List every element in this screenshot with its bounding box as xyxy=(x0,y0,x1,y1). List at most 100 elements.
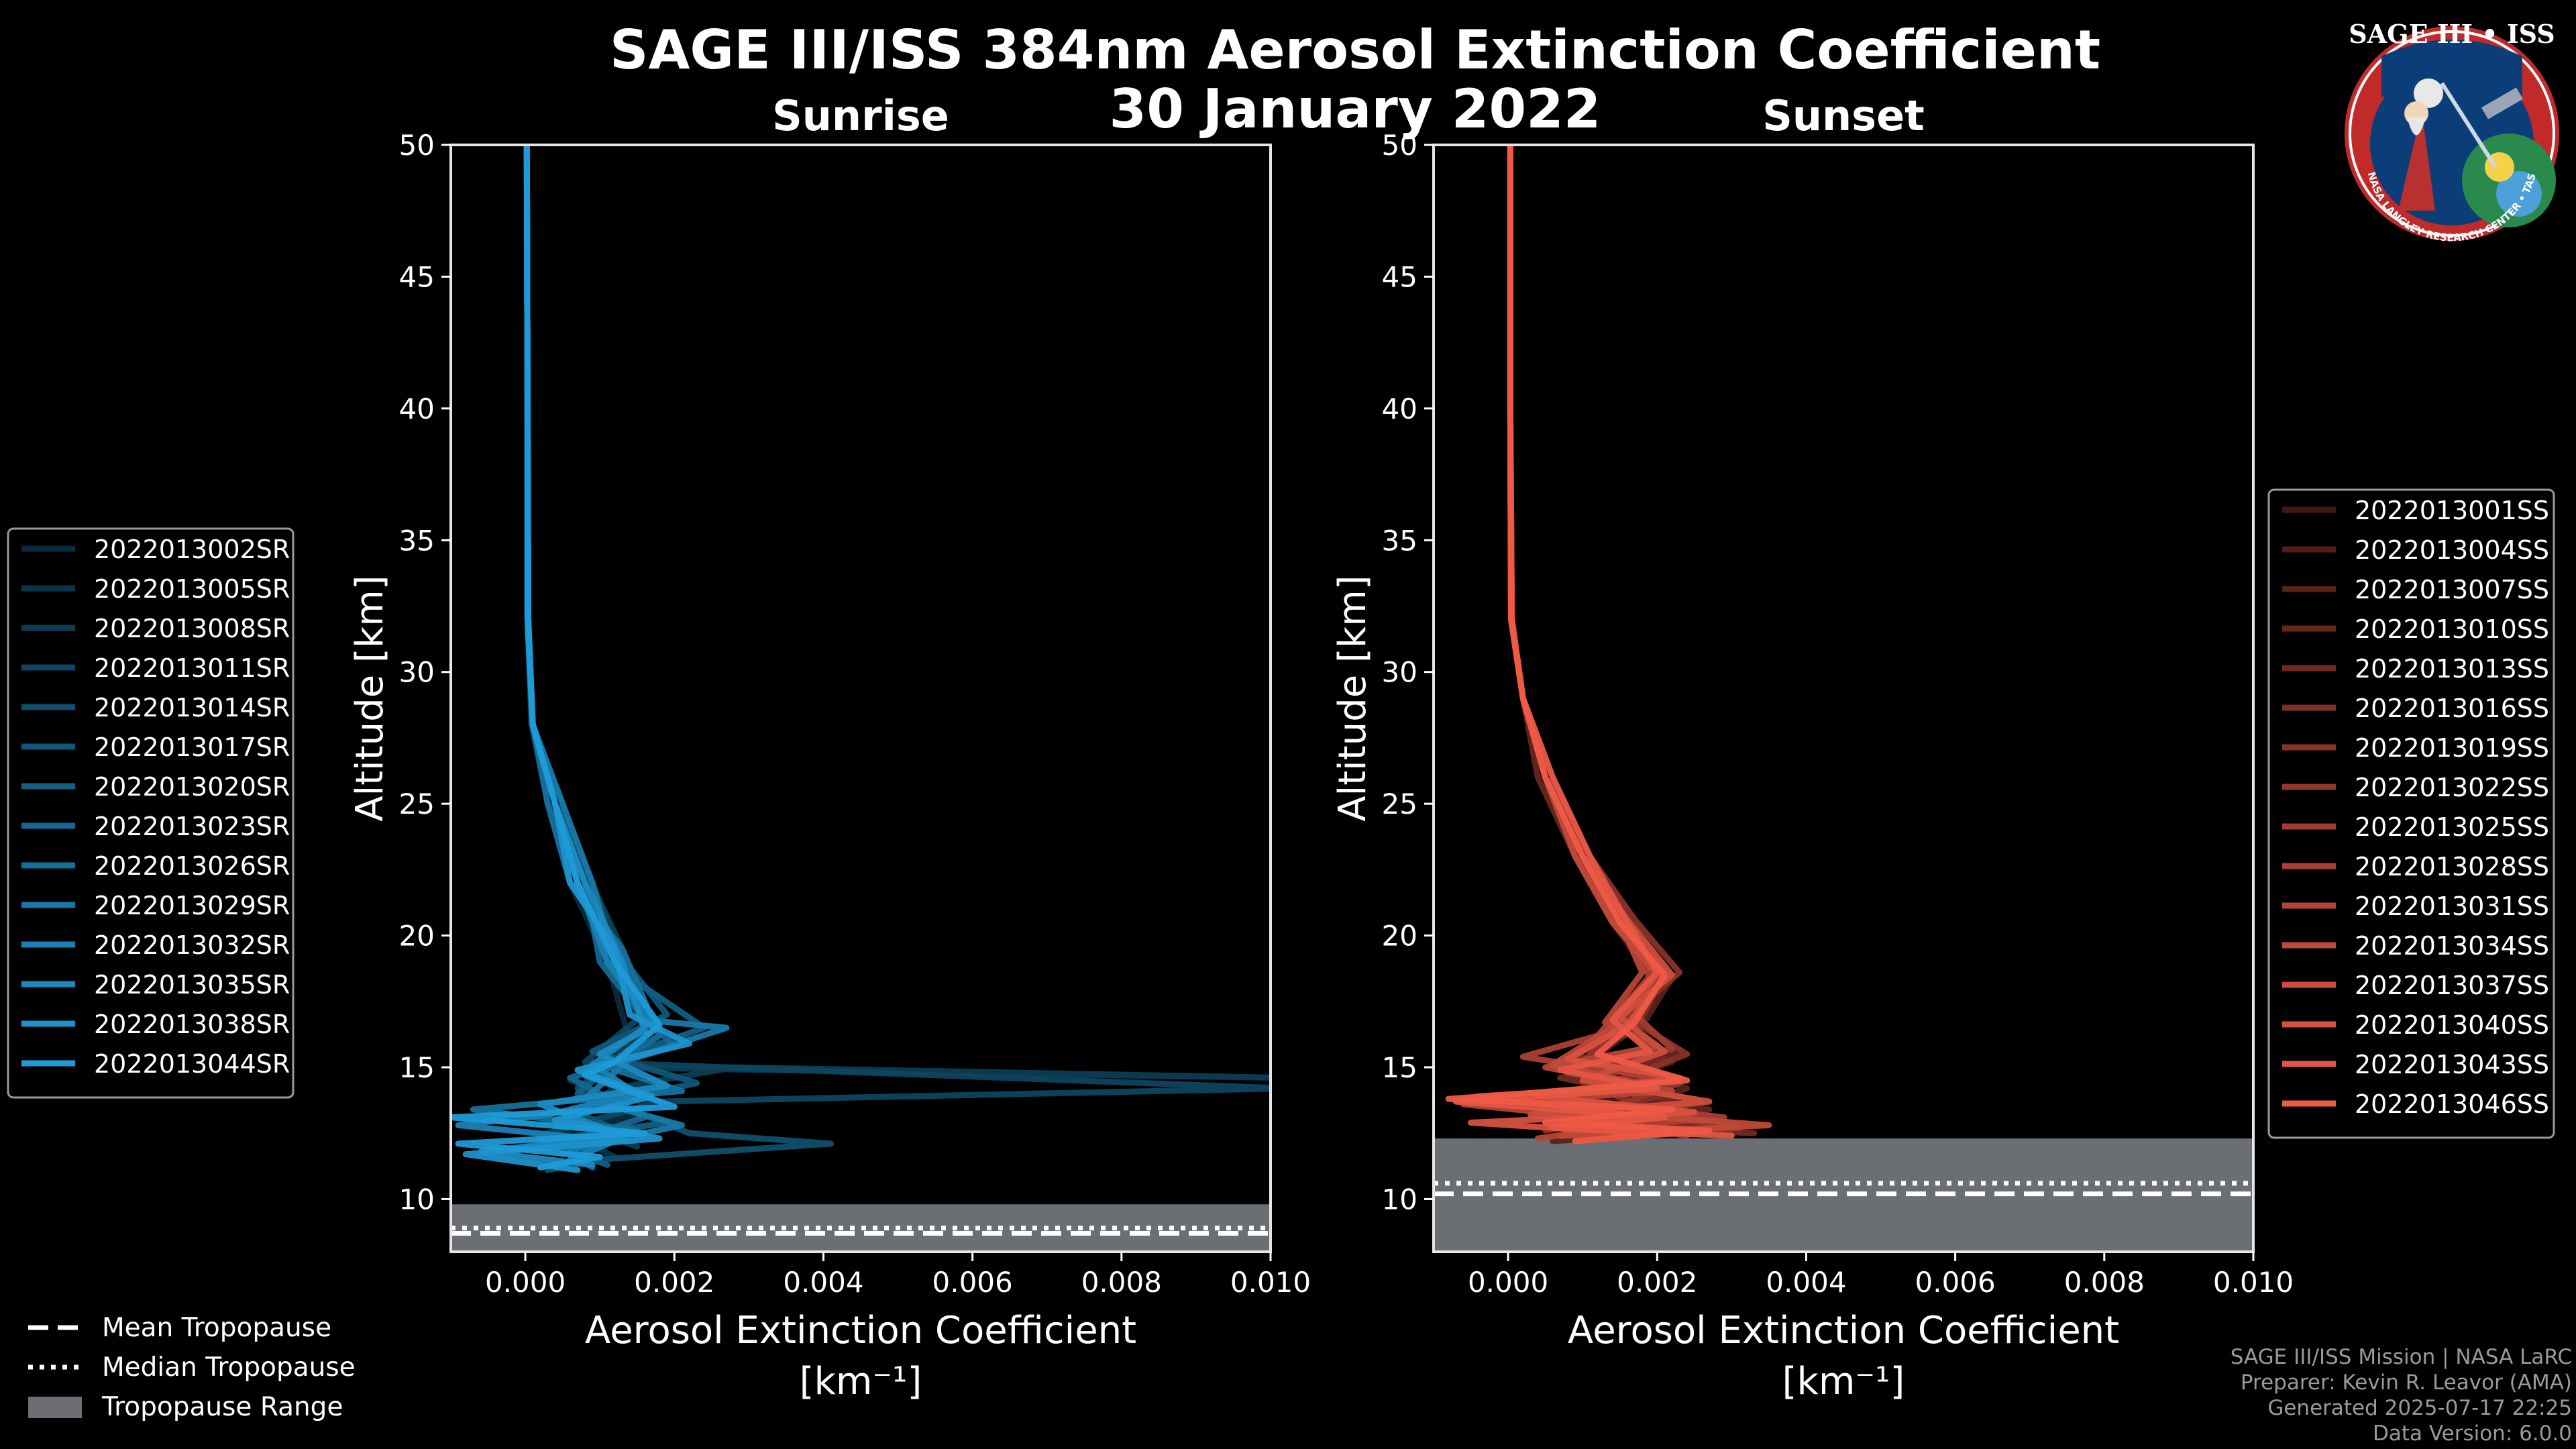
legend-label: 2022013020SR xyxy=(94,772,290,802)
series-line-2022013025SS xyxy=(1507,145,1705,1139)
legend-label: 2022013034SS xyxy=(2355,931,2549,961)
y-tick-label: 45 xyxy=(1382,260,1417,293)
y-tick-label: 50 xyxy=(399,129,435,162)
legend-label: 2022013026SR xyxy=(94,851,290,881)
x-tick-label: 0.006 xyxy=(932,1266,1013,1299)
credits-mission: SAGE III/ISS Mission | NASA LaRC xyxy=(2230,1345,2572,1369)
y-tick-label: 25 xyxy=(399,788,435,820)
series-line-2022013014SR xyxy=(523,145,835,1173)
series-legend-sunset: 2022013001SS 2022013004SS 2022013007SS 2022… xyxy=(2267,488,2555,1139)
panel-sunrise: 0.000 0.002 0.004 0.006 0.008 0.010 10 15 20 25 30… xyxy=(7,91,1311,1403)
panel-title-sunset: Sunset xyxy=(1762,91,1925,140)
series-line-2022013016SS xyxy=(1507,145,1720,1134)
x-axis-unit: [km⁻¹] xyxy=(1782,1360,1905,1403)
chart-title-line1: SAGE III/ISS 384nm Aerosol Extinction Co… xyxy=(609,19,2101,81)
y-axis-label: Altitude [km] xyxy=(348,575,392,821)
x-axis-label: Aerosol Extinction Coefficient xyxy=(585,1309,1136,1352)
legend-label: 2022013035SR xyxy=(94,970,290,1000)
series-line-2022013022SS xyxy=(1507,145,1742,1142)
legend-label: 2022013013SS xyxy=(2355,654,2549,684)
legend-label: 2022013010SS xyxy=(2355,614,2549,644)
y-tick-label: 15 xyxy=(399,1051,435,1084)
legend-median-label: Median Tropopause xyxy=(102,1352,356,1383)
series-line-2022013020SR xyxy=(523,145,708,1168)
series-line-2022013028SS xyxy=(1507,145,1727,1134)
legend-label: 2022013001SS xyxy=(2355,496,2549,525)
y-tick-label: 10 xyxy=(399,1183,435,1216)
legend-label: 2022013031SS xyxy=(2355,892,2549,921)
x-tick-label: 0.008 xyxy=(1081,1266,1162,1299)
credits-generated: Generated 2025-07-17 22:25 xyxy=(2267,1396,2572,1420)
series-line-2022013035SR xyxy=(477,145,670,1168)
iss-beam-icon xyxy=(2440,82,2498,168)
legend-range-swatch xyxy=(28,1397,82,1418)
x-tick-label: 0.004 xyxy=(1766,1266,1846,1299)
series-line-2022013026SR xyxy=(470,145,685,1158)
legend-label: 2022013046SS xyxy=(2355,1089,2549,1119)
y-tick-label: 20 xyxy=(1382,920,1417,953)
moon-icon xyxy=(2414,78,2443,108)
legend-label: 2022013029SR xyxy=(94,891,290,920)
x-tick-label: 0.000 xyxy=(1468,1266,1548,1299)
credits-data-version: Data Version: 6.0.0 xyxy=(2372,1421,2572,1446)
plot-frame xyxy=(1432,144,2255,1253)
series-line-2022013046SS xyxy=(1445,145,1713,1144)
credits-preparer: Preparer: Kevin R. Leavor (AMA) xyxy=(2240,1371,2572,1395)
legend-label: 2022013040SS xyxy=(2355,1010,2549,1040)
tropopause-legend: Mean Tropopause Median Tropopause Tropop… xyxy=(28,1313,356,1422)
legend-label: 2022013017SR xyxy=(94,733,290,762)
series-line-2022013007SS xyxy=(1507,145,1735,1144)
legend-label: 2022013011SR xyxy=(94,653,290,683)
sage-iii-iss-logo: SAGE III • ISS BALL • NASA LANGLEY RESEA… xyxy=(2341,9,2559,244)
chart-title-line2: 30 January 2022 xyxy=(1109,78,1601,140)
panel-title-sunrise: Sunrise xyxy=(772,91,949,140)
legend-label: 2022013016SS xyxy=(2355,694,2549,723)
credits-block: SAGE III/ISS Mission | NASA LaRC Prepare… xyxy=(2231,1344,2572,1446)
y-tick-label: 35 xyxy=(1382,524,1417,557)
legend-label: 2022013014SR xyxy=(94,693,290,722)
legend-label: 2022013025SS xyxy=(2355,812,2549,842)
legend-label: 2022013028SS xyxy=(2355,852,2549,881)
x-tick-label: 0.010 xyxy=(1230,1266,1311,1299)
x-tick-label: 0.002 xyxy=(634,1266,714,1299)
legend-label: 2022013037SS xyxy=(2355,971,2549,1000)
x-tick-label: 0.002 xyxy=(1617,1266,1697,1299)
series-line-2022013034SS xyxy=(1475,145,1772,1139)
y-tick-label: 45 xyxy=(399,260,435,293)
series-line-2022013044SR xyxy=(451,145,678,1171)
y-tick-label: 25 xyxy=(1382,788,1417,820)
series-legend-sunrise: 2022013002SR 2022013005SR 2022013008SR 2022… xyxy=(7,527,294,1099)
wizard-figure-icon xyxy=(2398,110,2435,211)
y-tick-label: 50 xyxy=(1382,129,1417,162)
legend-label: 2022013032SR xyxy=(94,930,290,960)
legend-label: 2022013022SS xyxy=(2355,773,2549,802)
y-tick-label: 10 xyxy=(1382,1183,1417,1216)
y-tick-label: 40 xyxy=(399,392,435,425)
legend-label: 2022013008SR xyxy=(94,614,290,643)
y-tick-label: 30 xyxy=(399,656,435,689)
series-line-2022013004SS xyxy=(1507,145,1705,1139)
series-line-2022013037SS xyxy=(1507,145,1713,1134)
series-line-2022013010SS xyxy=(1507,145,1713,1136)
y-tick-label: 40 xyxy=(1382,392,1417,425)
legend-label: 2022013038SR xyxy=(94,1010,290,1039)
legend-label: 2022013005SR xyxy=(94,574,290,604)
legend-label: 2022013043SS xyxy=(2355,1050,2549,1079)
y-axis-label: Altitude [km] xyxy=(1331,575,1375,821)
x-axis-label: Aerosol Extinction Coefficient xyxy=(1568,1309,2119,1352)
y-tick-label: 35 xyxy=(399,524,435,557)
y-tick-label: 30 xyxy=(1382,656,1417,689)
x-axis-unit: [km⁻¹] xyxy=(800,1360,922,1403)
x-tick-label: 0.008 xyxy=(2064,1266,2145,1299)
x-tick-label: 0.000 xyxy=(485,1266,566,1299)
legend-box xyxy=(2267,488,2555,1139)
plot-frame xyxy=(449,144,1272,1253)
legend-mean-label: Mean Tropopause xyxy=(102,1313,331,1343)
x-tick-label: 0.004 xyxy=(783,1266,863,1299)
legend-box xyxy=(7,527,294,1099)
legend-range-label: Tropopause Range xyxy=(101,1392,343,1422)
logo-title-text: SAGE III • ISS xyxy=(2349,19,2555,49)
x-tick-label: 0.006 xyxy=(1915,1266,1996,1299)
legend-label: 2022013044SR xyxy=(94,1049,290,1079)
